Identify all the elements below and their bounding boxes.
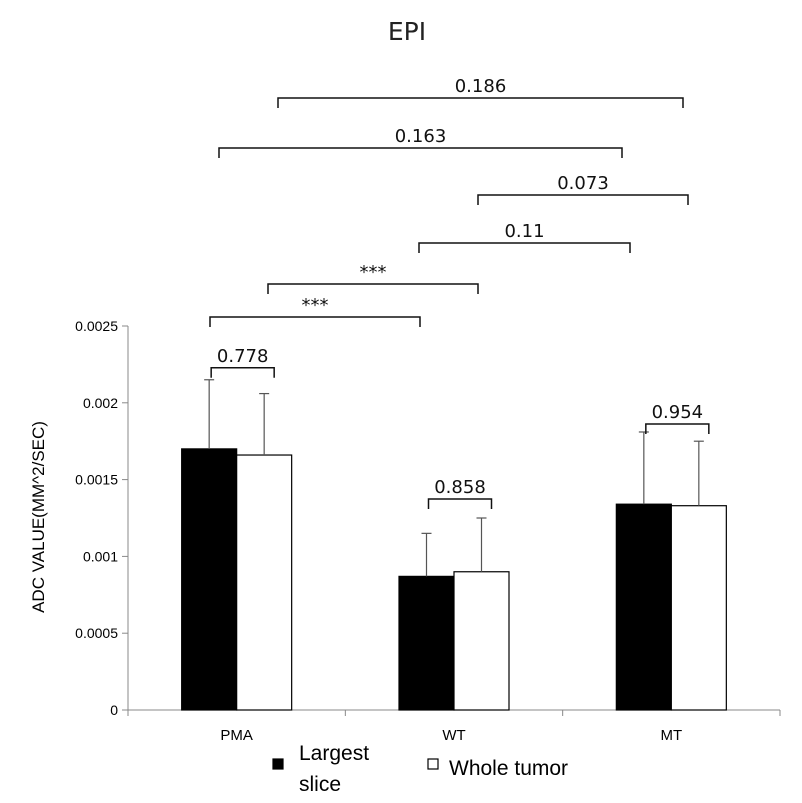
bar bbox=[236, 454, 293, 711]
within-group-bracket-label: 0.858 bbox=[434, 477, 486, 498]
x-tick-label: WT bbox=[442, 727, 465, 744]
bars bbox=[181, 379, 727, 711]
between-group-bracket-label: *** bbox=[302, 295, 329, 316]
y-tick-label: 0 bbox=[110, 702, 118, 718]
legend: Largest slice Whole tumor bbox=[272, 742, 568, 796]
bar bbox=[453, 571, 510, 711]
y-tick-label: 0.0015 bbox=[75, 472, 118, 488]
legend-label-line: slice bbox=[299, 773, 341, 796]
legend-swatch bbox=[272, 758, 284, 770]
between-group-bracket-label: 0.163 bbox=[395, 126, 447, 147]
x-tick-label: PMA bbox=[220, 727, 253, 744]
significance-brackets: 0.778 0.858 0.954 0.186 0.163 0.073 0.11 *** *** bbox=[209, 76, 710, 509]
between-group-bracket-label: 0.073 bbox=[557, 173, 609, 194]
chart-title: EPI bbox=[388, 17, 426, 46]
y-tick-label: 0.001 bbox=[83, 548, 118, 564]
y-tick-label: 0.0005 bbox=[75, 625, 118, 641]
between-group-bracket-label: *** bbox=[360, 262, 387, 283]
between-group-bracket bbox=[277, 97, 684, 108]
x-tick-label: MT bbox=[660, 727, 682, 744]
between-group-bracket bbox=[209, 316, 421, 327]
bar bbox=[398, 575, 455, 711]
y-tick-label: 0.002 bbox=[83, 395, 118, 411]
between-group-bracket bbox=[418, 242, 631, 253]
y-tick-label: 0.0025 bbox=[75, 318, 118, 334]
legend-label-line: Largest bbox=[299, 742, 369, 765]
y-axis-label: ADC VALUE(MM^2/SEC) bbox=[29, 421, 48, 613]
bar bbox=[615, 503, 672, 711]
between-group-bracket bbox=[477, 194, 689, 205]
legend-swatch bbox=[427, 758, 439, 770]
legend-label: Largest slice bbox=[299, 742, 369, 796]
legend-label: Whole tumor bbox=[449, 757, 568, 780]
between-group-bracket bbox=[267, 283, 479, 294]
within-group-bracket-label: 0.778 bbox=[217, 346, 269, 367]
axes: 0 0.0005 0.001 0.0015 0.002 0.0025 PMA WT MT bbox=[75, 318, 781, 744]
between-group-bracket-label: 0.11 bbox=[504, 221, 544, 242]
within-group-bracket bbox=[427, 498, 493, 509]
within-group-bracket bbox=[210, 367, 275, 378]
between-group-bracket-label: 0.186 bbox=[455, 76, 507, 97]
between-group-bracket bbox=[218, 147, 623, 158]
within-group-bracket bbox=[645, 423, 710, 434]
bar bbox=[670, 505, 727, 711]
bar bbox=[181, 448, 238, 711]
within-group-bracket-label: 0.954 bbox=[652, 402, 704, 423]
